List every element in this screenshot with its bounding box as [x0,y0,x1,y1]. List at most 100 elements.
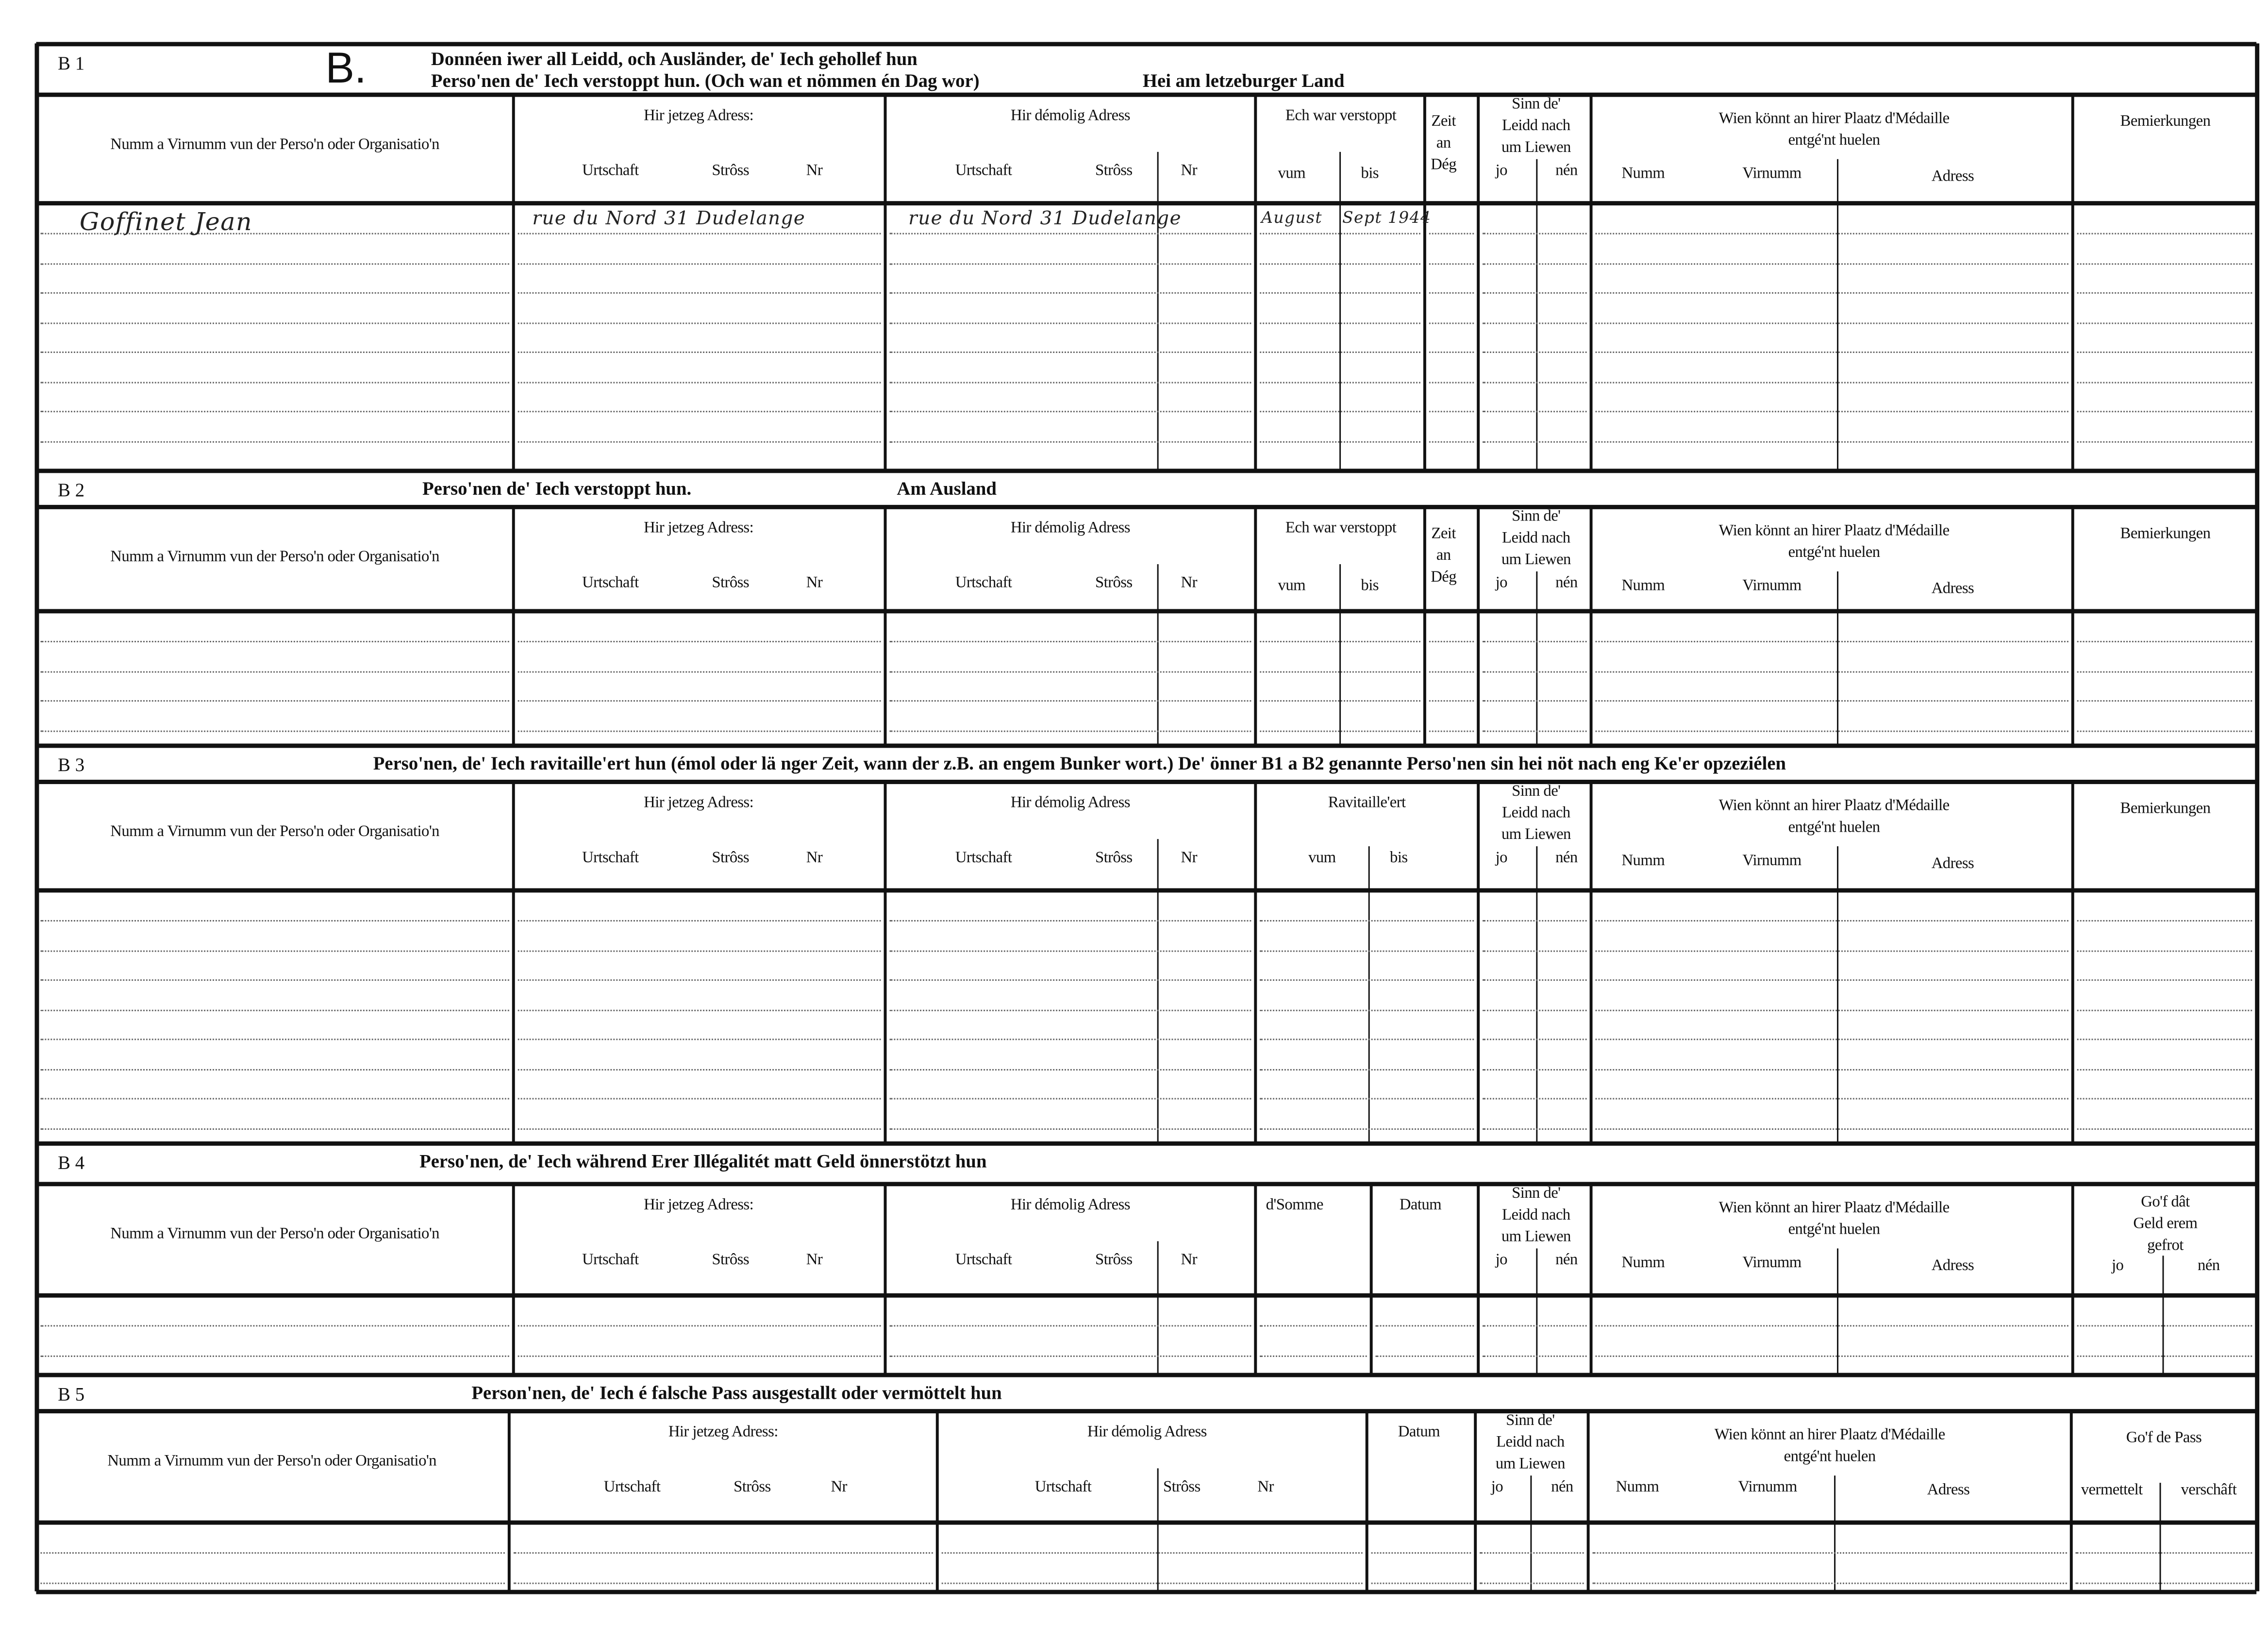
entry-line [1595,1127,2068,1129]
header-address: Adress [1931,168,1974,185]
column-divider [1367,846,1369,1143]
entry-line [889,233,1251,235]
header-current-address: Hir jetzeg Adress: [644,1196,754,1214]
entry-line [517,411,881,413]
entry-line [1595,700,2068,702]
header-surname: Numm [1621,577,1665,595]
header-name: Numm a Virnumm vun der Perso'n oder Orga… [110,823,439,841]
entry-line [517,440,881,442]
header-current-address: Hir jetzeg Adress: [668,1423,779,1441]
header-street: Strôss [712,574,749,592]
entry-line [2077,1009,2252,1011]
header-name: Numm a Virnumm vun der Perso'n oder Orga… [110,1225,439,1243]
column-divider [1365,1410,1368,1591]
column-divider [1477,781,1480,1143]
column-divider [884,781,887,1143]
entry-line [1260,233,1420,235]
header-firstname: Virnumm [1742,1254,1801,1272]
header-money-yes: jo [2111,1257,2124,1275]
entry-line [1595,352,2068,353]
header-period: Ech war verstoppt [1285,107,1397,125]
header-alive: Sinn de' Leidd nach um Liewen [1495,1412,1566,1473]
header-surname: Numm [1621,1254,1665,1272]
entry-line [889,1039,1251,1040]
header-no: nén [1555,1251,1578,1269]
header-medal: Wien könnt an hirer Plaatz d'Médaille en… [1718,1199,1950,1239]
column-divider [2162,1256,2163,1374]
entry-line [1260,1098,1474,1100]
header-no: nén [1555,162,1578,180]
entry-line [1260,262,1420,264]
entry-line [889,670,1251,672]
header-number: Nr [806,574,823,592]
entry-line [40,670,509,672]
entry-line [1595,920,2068,922]
header-date: Datum [1398,1423,1440,1441]
section-code: B 5 [58,1383,85,1405]
entry-line [1595,1068,2068,1070]
horizontal-rule [36,608,2257,613]
header-remarks: Bemierkungen [2120,113,2211,131]
entry-line [40,700,509,702]
header-number: Nr [1257,1478,1274,1496]
entry-line [2077,1325,2252,1327]
entry-line [1260,1325,1367,1327]
entry-line [889,1325,1251,1327]
horizontal-rule [36,1408,2257,1413]
column-divider [1477,506,1480,745]
entry-line [2075,1582,2252,1584]
column-divider [1836,1248,1838,1374]
horizontal-rule [36,92,2257,97]
header-address: Adress [1927,1481,1970,1499]
entry-line [1483,233,1587,235]
header-no: nén [1551,1478,1573,1496]
column-divider [2159,1483,2161,1591]
horizontal-rule [36,887,2257,892]
entry-line [2077,670,2252,672]
entry-line [889,1127,1251,1129]
header-place: Urtschaft [582,574,639,592]
entry-line [517,1009,881,1011]
entry-line [1483,979,1587,981]
column-divider [1477,1183,1480,1374]
entry-line [40,411,509,413]
entry-line [40,440,509,442]
column-divider [884,1183,887,1374]
entry-line [1260,700,1420,702]
entry-line [1260,440,1420,442]
entry-line [1483,920,1587,922]
entry-line [2077,920,2252,922]
header-former-address: Hir démolig Adress [1010,794,1131,812]
entry-line [1260,1355,1367,1357]
header-amount: d'Somme [1266,1196,1324,1214]
column-divider [1254,781,1257,1143]
entry-line [1260,1039,1474,1040]
column-divider [2071,94,2074,470]
entry-line [2075,1552,2252,1554]
header-place: Urtschaft [582,162,639,180]
column-divider [1535,159,1537,470]
entry-line [1429,292,1474,294]
header-to: bis [1390,849,1408,867]
entry-line [1595,670,2068,672]
entry-line [40,1098,509,1100]
entry-line [1595,1009,2068,1011]
entry-line [1483,1009,1587,1011]
horizontal-rule [36,1140,2257,1145]
horizontal-rule [36,41,2257,46]
column-divider [1535,846,1537,1143]
entry-line [1483,381,1587,383]
column-divider [1254,1183,1257,1374]
header-medal: Wien könnt an hirer Plaatz d'Médaille en… [1718,797,1950,837]
header-name: Numm a Virnumm vun der Perso'n oder Orga… [107,1452,437,1470]
entry-line [40,640,509,642]
header-street: Strôss [712,162,749,180]
horizontal-rule [36,743,2257,747]
entry-line [2077,1068,2252,1070]
section-title: Person'nen, de' Iech é falsche Pass ausg… [471,1381,1002,1404]
column-divider [1369,1183,1373,1374]
entry-line [1595,1355,2068,1357]
entry-line [2077,233,2252,235]
entry-line [1429,321,1474,323]
header-pass: Go'f de Pass [2126,1429,2202,1447]
